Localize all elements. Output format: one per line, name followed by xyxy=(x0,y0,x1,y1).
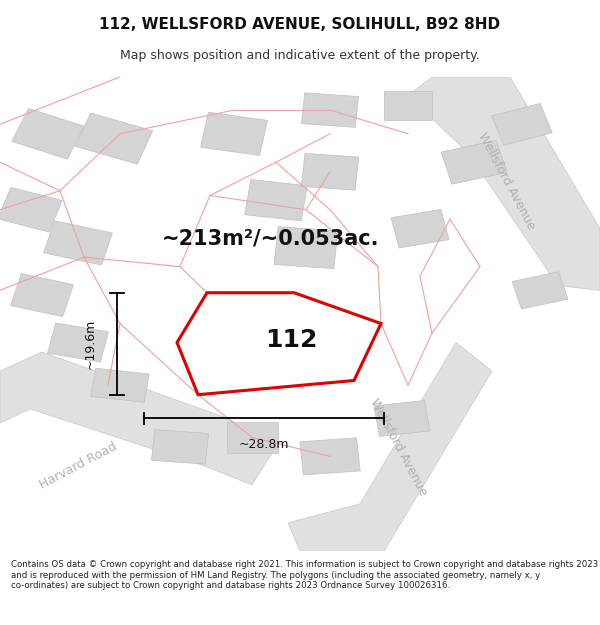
Text: Wellsford Avenue: Wellsford Avenue xyxy=(476,131,538,232)
Polygon shape xyxy=(245,179,307,221)
Polygon shape xyxy=(0,188,62,232)
Polygon shape xyxy=(441,141,507,184)
Text: Map shows position and indicative extent of the property.: Map shows position and indicative extent… xyxy=(120,49,480,62)
Text: ~28.8m: ~28.8m xyxy=(239,438,289,451)
Text: ~19.6m: ~19.6m xyxy=(83,319,97,369)
Polygon shape xyxy=(75,113,153,164)
Text: Wellsford Avenue: Wellsford Avenue xyxy=(368,396,430,498)
Polygon shape xyxy=(288,342,492,551)
Polygon shape xyxy=(12,108,84,159)
Polygon shape xyxy=(408,77,600,291)
Text: Contains OS data © Crown copyright and database right 2021. This information is : Contains OS data © Crown copyright and d… xyxy=(11,560,598,590)
Polygon shape xyxy=(44,221,112,265)
Polygon shape xyxy=(391,209,449,248)
Polygon shape xyxy=(0,352,276,485)
Polygon shape xyxy=(374,401,430,436)
Polygon shape xyxy=(91,368,149,402)
Polygon shape xyxy=(301,93,359,128)
Text: 112: 112 xyxy=(265,328,317,352)
Polygon shape xyxy=(200,112,268,156)
Text: 112, WELLSFORD AVENUE, SOLIHULL, B92 8HD: 112, WELLSFORD AVENUE, SOLIHULL, B92 8HD xyxy=(100,17,500,32)
Polygon shape xyxy=(274,227,338,269)
Polygon shape xyxy=(512,272,568,309)
Text: Harvard Road: Harvard Road xyxy=(37,440,119,492)
Polygon shape xyxy=(47,323,109,362)
Polygon shape xyxy=(300,438,360,475)
Text: ~213m²/~0.053ac.: ~213m²/~0.053ac. xyxy=(162,228,380,248)
Polygon shape xyxy=(492,103,552,145)
Polygon shape xyxy=(151,429,209,464)
Polygon shape xyxy=(227,422,277,453)
Polygon shape xyxy=(10,274,74,317)
Polygon shape xyxy=(0,77,600,551)
Polygon shape xyxy=(301,153,359,190)
Polygon shape xyxy=(384,91,432,119)
